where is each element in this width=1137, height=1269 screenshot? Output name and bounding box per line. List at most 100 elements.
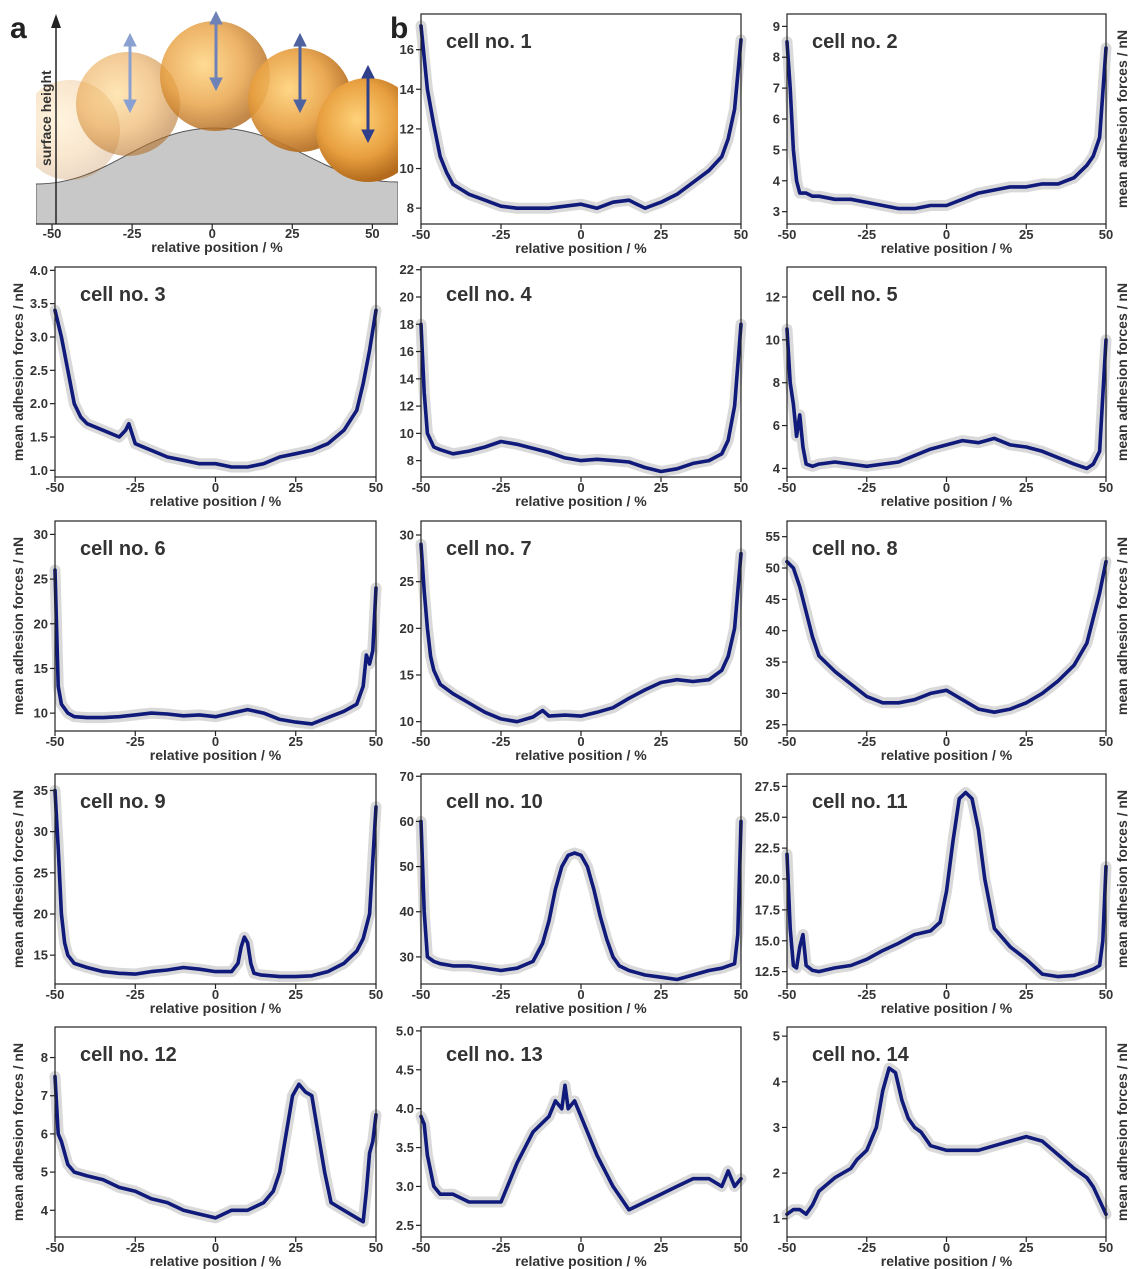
panel-a-ylabel: surface height xyxy=(38,70,54,166)
y-tick-label: 35 xyxy=(766,655,780,670)
y-tick-label: 3.0 xyxy=(396,1179,414,1194)
x-tick-label: 0 xyxy=(212,734,219,749)
x-axis-title: relative position / % xyxy=(881,1253,1013,1269)
y-tick-label: 12 xyxy=(400,399,414,414)
chart-panel: -50 -25 0 25 50 1 2 3 4 5 cell no. 14 relative posi… xyxy=(773,1026,1130,1269)
y-tick-label: 20.0 xyxy=(755,872,780,887)
y-tick-label: 1.5 xyxy=(30,430,48,445)
y-tick-label: 3.0 xyxy=(30,330,48,345)
y-tick-label: 8 xyxy=(407,453,414,468)
x-tick-label: 50 xyxy=(1099,227,1113,242)
x-tick-label: -50 xyxy=(46,1240,65,1255)
chart-panel: -50 -25 0 25 50 10 15 20 25 30 cell no. 7 relative … xyxy=(400,520,748,763)
y-tick-label: 25 xyxy=(766,717,780,732)
y-tick-label: 30 xyxy=(400,528,414,543)
y-tick-label: 35 xyxy=(34,783,48,798)
x-tick-label: -25 xyxy=(126,734,145,749)
y-tick-label: 25.0 xyxy=(755,810,780,825)
mean-force-line xyxy=(419,1083,743,1212)
y-tick-label: 6 xyxy=(773,112,780,127)
y-tick-label: 40 xyxy=(400,904,414,919)
x-tick-label: 0 xyxy=(577,480,584,495)
y-tick-label: 55 xyxy=(766,529,780,544)
x-tick-label: 25 xyxy=(1019,734,1033,749)
x-tick-label: 25 xyxy=(1019,227,1033,242)
x-tick-label: -25 xyxy=(857,227,876,242)
x-tick-label: -50 xyxy=(778,480,797,495)
mean-force-line xyxy=(419,24,743,210)
x-tick-label: -25 xyxy=(492,734,511,749)
x-tick-label: -50 xyxy=(412,227,431,242)
y-tick-label: 12.5 xyxy=(755,964,780,979)
y-tick-label: 1.0 xyxy=(30,463,48,478)
x-axis-title: relative position / % xyxy=(515,493,647,509)
x-axis-title: relative position / % xyxy=(881,1000,1013,1016)
y-tick-label: 16 xyxy=(400,42,414,57)
x-tick-label: -25 xyxy=(857,734,876,749)
x-tick-label: 50 xyxy=(1099,1240,1113,1255)
y-tick-label: 3.5 xyxy=(30,296,48,311)
mean-force-line xyxy=(419,819,743,982)
x-tick-label: -25 xyxy=(492,987,511,1002)
y-tick-label: 15 xyxy=(34,948,48,963)
height-arrow xyxy=(361,64,375,144)
x-tick-label: -50 xyxy=(412,480,431,495)
y-tick-label: 3 xyxy=(773,204,780,219)
y-tick-label: 4 xyxy=(773,461,781,476)
x-tick-label: 25 xyxy=(1019,1240,1033,1255)
height-arrow xyxy=(123,32,137,114)
mean-force-line xyxy=(419,542,743,724)
chart-title: cell no. 10 xyxy=(446,791,543,813)
chart-title: cell no. 11 xyxy=(812,791,908,813)
y-tick-label: 8 xyxy=(407,201,414,216)
x-tick-label: 0 xyxy=(212,1240,219,1255)
y-tick-label: 30 xyxy=(34,824,48,839)
y-tick-label: 20 xyxy=(400,621,414,636)
chart-title: cell no. 4 xyxy=(446,284,532,306)
mean-force-line xyxy=(785,39,1108,211)
x-tick-label: 50 xyxy=(734,227,748,242)
x-tick-label: 50 xyxy=(734,734,748,749)
chart-title: cell no. 6 xyxy=(80,538,166,560)
x-tick-label: -25 xyxy=(857,1240,876,1255)
y-tick-label: 5.0 xyxy=(396,1023,414,1038)
x-tick-label: 50 xyxy=(369,480,383,495)
y-tick-label: 8 xyxy=(773,375,780,390)
chart-title: cell no. 5 xyxy=(812,284,898,306)
x-axis-title: relative position / % xyxy=(515,1000,647,1016)
y-tick-label: 15 xyxy=(34,661,48,676)
x-tick-label: 50 xyxy=(1099,987,1113,1002)
x-tick-label: 25 xyxy=(654,1240,668,1255)
x-tick-label: 0 xyxy=(943,1240,950,1255)
y-tick-label: 4.0 xyxy=(396,1101,414,1116)
y-tick-label: 4 xyxy=(773,1074,781,1089)
y-tick-label: 10 xyxy=(34,706,48,721)
y-tick-label: 50 xyxy=(400,859,414,874)
y-tick-label: 30 xyxy=(400,949,414,964)
y-tick-label: 4.5 xyxy=(396,1062,414,1077)
y-tick-label: 14 xyxy=(400,82,415,97)
y-tick-label: 6 xyxy=(773,418,780,433)
x-axis-title: relative position / % xyxy=(150,1253,282,1269)
y-tick-label: 10 xyxy=(766,332,780,347)
chart-panel: -50 -25 0 25 50 3 4 5 6 7 8 9 cell no. 2 relative pos… xyxy=(773,13,1130,256)
x-tick-label: 50 xyxy=(734,1240,748,1255)
x-tick-label: 50 xyxy=(734,987,748,1002)
chart-panel: -50 -25 0 25 50 4 6 8 10 12 cell no. 5 relative pos… xyxy=(766,266,1130,509)
height-arrow xyxy=(293,32,307,114)
mean-force-line xyxy=(785,327,1108,471)
y-tick-label: 10 xyxy=(400,426,414,441)
x-tick-label: -25 xyxy=(857,987,876,1002)
mean-force-line xyxy=(53,788,378,979)
mean-force-line xyxy=(785,790,1108,979)
x-axis-title: relative position / % xyxy=(881,240,1013,256)
y-tick-label: 7 xyxy=(773,81,780,96)
x-tick-label: -25 xyxy=(492,1240,511,1255)
x-tick-label: -25 xyxy=(492,480,511,495)
y-tick-label: 16 xyxy=(400,344,414,359)
y-tick-label: 2 xyxy=(773,1166,780,1181)
y-tick-label: 14 xyxy=(400,371,415,386)
y-axis-title: mean adhesion forces / nN xyxy=(10,1043,26,1221)
y-tick-label: 3.5 xyxy=(396,1140,414,1155)
panel-a-illustration: surface height -50 -25 0 25 50 relative posi… xyxy=(36,10,398,255)
